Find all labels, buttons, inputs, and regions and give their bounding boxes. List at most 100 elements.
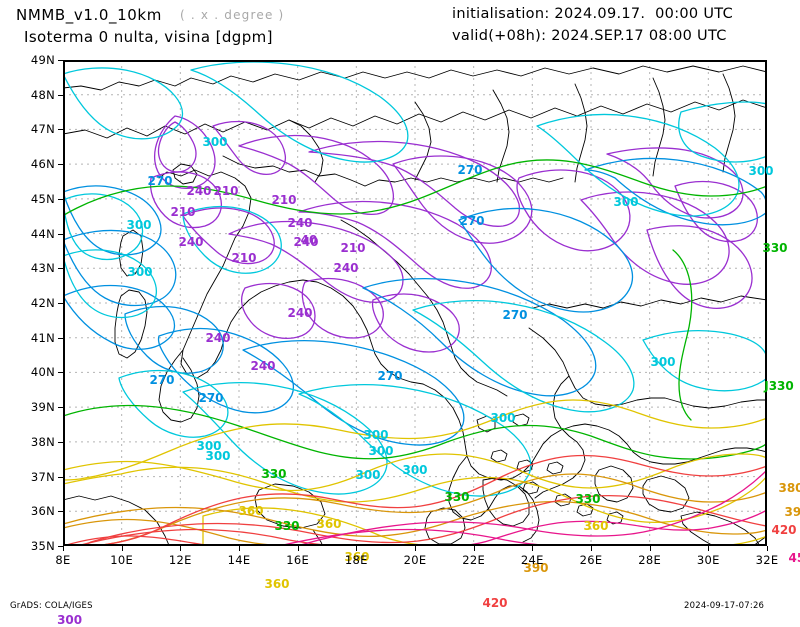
contour-label: 270 bbox=[377, 369, 403, 383]
contour-label: 300 bbox=[650, 355, 676, 369]
contour-map: 300 300 270 300 300 270 240 210 210 210 240 210 240 4… bbox=[57, 60, 800, 626]
y-axis-label: 41N bbox=[30, 330, 55, 345]
contour-label: 380 bbox=[778, 481, 800, 495]
y-axis-label: 44N bbox=[30, 226, 55, 241]
y-axis-tick bbox=[58, 511, 63, 513]
contour-label: 210 bbox=[231, 251, 257, 265]
y-axis-label: 37N bbox=[30, 469, 55, 484]
x-axis-label: 24E bbox=[520, 553, 544, 567]
contour-label: 420 bbox=[771, 523, 797, 537]
y-axis-tick bbox=[58, 407, 63, 409]
contour-label: 240 bbox=[293, 235, 319, 249]
contour-label: 300 bbox=[363, 428, 389, 442]
contour-label: 270 bbox=[149, 373, 175, 387]
initialisation-time: initialisation: 2024.09.17. 00:00 UTC bbox=[452, 6, 734, 22]
contour-label: 210 bbox=[213, 184, 239, 198]
contour-label: 40 bbox=[300, 233, 318, 247]
x-axis-label: 18E bbox=[344, 553, 368, 567]
x-axis-label: 20E bbox=[403, 553, 427, 567]
contour-label: 270 bbox=[457, 163, 483, 177]
y-axis-tick bbox=[58, 60, 63, 61]
field-title: Isoterma 0 nulta, visina [dgpm] bbox=[24, 28, 273, 46]
y-axis-tick bbox=[58, 337, 63, 339]
y-axis-tick bbox=[58, 198, 63, 200]
contour-label: 300 bbox=[402, 463, 428, 477]
x-axis-label: 28E bbox=[638, 553, 662, 567]
y-axis-label: 36N bbox=[30, 504, 55, 519]
x-axis-label: 14E bbox=[227, 553, 251, 567]
units-annotation: ( . x . degree ) bbox=[180, 8, 285, 22]
contour-label: 300 bbox=[196, 439, 222, 453]
y-axis-tick bbox=[58, 268, 63, 270]
y-axis-label: 46N bbox=[30, 157, 55, 172]
contour-label: 210 bbox=[170, 205, 196, 219]
model-title: NMMB_v1.0_10km bbox=[16, 6, 162, 24]
x-axis-tick bbox=[415, 546, 416, 551]
x-axis-tick bbox=[708, 546, 710, 551]
contour-label: 210 bbox=[340, 241, 366, 255]
x-axis-tick bbox=[297, 546, 299, 551]
x-axis-label: 32E bbox=[755, 553, 779, 567]
y-axis-tick bbox=[58, 129, 63, 131]
y-axis-tick bbox=[58, 546, 63, 547]
contour-label: 240 bbox=[287, 306, 313, 320]
contour-label: 240 bbox=[186, 184, 212, 198]
contour-label: 240 bbox=[178, 235, 204, 249]
contour-label: 360 bbox=[316, 517, 342, 531]
x-axis-tick bbox=[121, 546, 123, 551]
y-axis-tick bbox=[58, 164, 63, 166]
contour-label: 210 bbox=[271, 193, 297, 207]
y-axis-label: 45N bbox=[30, 191, 55, 206]
contour-label: 270 bbox=[502, 308, 528, 322]
x-axis-tick bbox=[767, 546, 768, 551]
contour-label: 330 bbox=[575, 492, 601, 506]
contour-label: 300 bbox=[202, 135, 228, 149]
contour-label: 240 bbox=[333, 261, 359, 275]
contour-label: 300 bbox=[748, 164, 774, 178]
contour-label: 390 bbox=[523, 561, 549, 575]
contour-label: 420 bbox=[482, 596, 508, 610]
y-axis-label: 47N bbox=[30, 122, 55, 137]
x-axis-label: 30E bbox=[696, 553, 720, 567]
contour-label: 360 bbox=[583, 519, 609, 533]
contour-label: 240 bbox=[287, 216, 313, 230]
x-axis-label: 26E bbox=[579, 553, 603, 567]
contour-label: 300 bbox=[368, 444, 394, 458]
contour-label: 300 bbox=[126, 218, 152, 232]
x-axis-tick bbox=[649, 546, 651, 551]
y-axis-tick bbox=[58, 372, 63, 374]
contour-lines-layer bbox=[63, 61, 767, 546]
x-axis-tick bbox=[180, 546, 182, 551]
contour-label: 240 bbox=[205, 331, 231, 345]
contour-label: 300 bbox=[127, 265, 153, 279]
source-credit: GrADS: COLA/IGES bbox=[10, 601, 93, 611]
contour-label: 450 bbox=[788, 551, 800, 565]
x-axis-label: 16E bbox=[286, 553, 310, 567]
contour-label: 270 bbox=[147, 174, 173, 188]
contour-label: 270 bbox=[459, 214, 485, 228]
contour-label: 330 bbox=[274, 519, 300, 533]
contour-label: 300 bbox=[57, 613, 83, 627]
y-axis-tick bbox=[58, 441, 63, 443]
contour-label: 330 bbox=[261, 467, 287, 481]
contour-label: 300 bbox=[205, 449, 231, 463]
x-axis-label: 22E bbox=[462, 553, 486, 567]
contour-label: 360 bbox=[238, 504, 264, 518]
contour-label: 240 bbox=[250, 359, 276, 373]
contour-label: 330 bbox=[762, 241, 788, 255]
y-axis-label: 38N bbox=[30, 434, 55, 449]
y-axis-label: 48N bbox=[30, 87, 55, 102]
x-axis-tick bbox=[473, 546, 475, 551]
contour-label: 300 bbox=[613, 195, 639, 209]
x-axis-tick bbox=[239, 546, 240, 551]
y-axis-tick bbox=[58, 303, 63, 304]
y-axis-label: 40N bbox=[30, 365, 55, 380]
x-axis-tick bbox=[356, 546, 358, 551]
y-axis-label: 39N bbox=[30, 400, 55, 415]
contour-label: 360 bbox=[264, 577, 290, 591]
y-axis-label: 42N bbox=[30, 296, 55, 310]
x-axis-tick bbox=[532, 546, 534, 551]
x-axis-label: 12E bbox=[168, 553, 192, 567]
contour-label: 270 bbox=[198, 391, 224, 405]
